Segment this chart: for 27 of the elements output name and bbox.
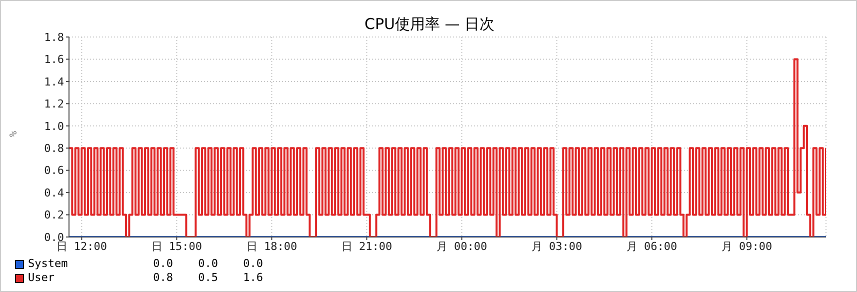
text: 0.5 xyxy=(197,271,218,285)
legend-label: User xyxy=(28,271,56,285)
y-tick-label: 1.0 xyxy=(44,120,64,133)
x-tick-label: 日 21:00 xyxy=(341,240,392,253)
x-tick-label: 日 15:00 xyxy=(151,240,202,253)
y-tick-label: 0.2 xyxy=(44,208,64,222)
y-tick-label: 1.8 xyxy=(44,30,64,44)
text: 0.0 xyxy=(242,257,263,271)
y-tick-label: 1.4 xyxy=(44,75,64,88)
y-tick-label: 0.8 xyxy=(44,142,64,156)
y-tick-label: 1.6 xyxy=(44,53,64,66)
chart-title: CPU使用率 — 日次 xyxy=(364,15,495,33)
x-tick-label: 月 06:00 xyxy=(626,240,678,253)
y-tick-label: 0.6 xyxy=(44,164,64,178)
text: 1.6 xyxy=(242,271,263,285)
x-tick-label: 月 09:00 xyxy=(721,240,772,253)
y-tick-label: 1.2 xyxy=(44,98,64,111)
text: 0.0 xyxy=(197,257,218,271)
legend-label: System xyxy=(28,257,69,271)
text: 0.8 xyxy=(152,271,173,285)
y-axis-title: % xyxy=(8,130,20,137)
x-tick-label: 月 00:00 xyxy=(436,240,488,253)
text: 0.0 xyxy=(152,257,173,271)
x-tick-label: 日 12:00 xyxy=(56,240,108,253)
x-tick-label: 月 03:00 xyxy=(531,240,582,253)
y-tick-label: 0.4 xyxy=(44,186,64,200)
x-tick-label: 日 18:00 xyxy=(246,240,298,253)
